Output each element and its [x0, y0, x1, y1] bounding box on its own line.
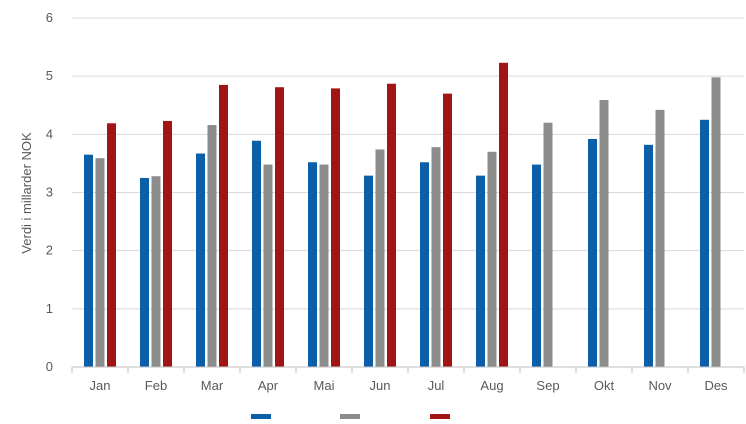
axes: 0 1 2 3 4 5 6 Jan Feb Mar Apr Mai Jun Jul Aug Sep Okt Nov… [46, 10, 745, 393]
legend-swatch-series-2 [340, 414, 360, 420]
bar-jun-series-2 [375, 149, 385, 367]
bar-jun-series-1 [364, 175, 373, 367]
bar-mai-series-3 [331, 88, 340, 368]
bar-aug-series-3 [499, 62, 508, 368]
bar-feb-series-1 [140, 177, 149, 367]
y-tick-label: 0 [46, 359, 53, 374]
x-tick-label: Apr [258, 378, 279, 393]
y-tick-label: 1 [46, 301, 53, 316]
x-tick-label: Jun [370, 378, 391, 393]
gridlines [72, 17, 744, 310]
legend-swatch-series-1 [251, 414, 271, 420]
bar-mar-series-1 [196, 153, 205, 367]
y-tick-label: 3 [46, 185, 53, 200]
x-tick-label: Sep [536, 378, 559, 393]
bar-jul-series-3 [443, 93, 452, 367]
y-axis-title: Verdi i millarder NOK [19, 132, 34, 254]
x-tick-label: Jan [90, 378, 111, 393]
bar-jan-series-1 [84, 154, 93, 367]
y-tick-label: 2 [46, 243, 53, 258]
x-tick-label: Mar [201, 378, 224, 393]
bar-mar-series-3 [219, 84, 228, 368]
y-tick-label: 4 [46, 126, 53, 141]
x-tick-label: Jul [428, 378, 445, 393]
bar-des-series-1 [700, 119, 709, 368]
bar-jan-series-2 [95, 158, 105, 367]
bar-nov-series-1 [644, 144, 653, 367]
bar-okt-series-1 [588, 138, 597, 367]
bar-mar-series-2 [207, 125, 217, 367]
x-tick-label: Des [704, 378, 728, 393]
bar-aug-series-1 [476, 175, 485, 367]
x-tick-label: Okt [594, 378, 615, 393]
y-tick-label: 6 [46, 10, 53, 25]
bars [84, 62, 721, 368]
bar-okt-series-2 [599, 100, 609, 367]
x-tick-label: Aug [480, 378, 503, 393]
bar-apr-series-2 [263, 164, 273, 367]
bar-jul-series-2 [431, 147, 441, 367]
bar-aug-series-2 [487, 151, 497, 367]
bar-nov-series-2 [655, 109, 665, 368]
x-tick-label: Mai [314, 378, 335, 393]
bar-mai-series-1 [308, 162, 317, 367]
legend-swatch-series-3 [430, 414, 450, 420]
bar-jul-series-1 [420, 162, 429, 367]
bar-jun-series-3 [387, 83, 396, 367]
bar-sep-series-2 [543, 122, 553, 367]
bar-feb-series-2 [151, 176, 161, 367]
y-tick-label: 5 [46, 68, 53, 83]
bar-feb-series-3 [163, 120, 172, 367]
bar-apr-series-1 [252, 140, 261, 367]
x-tick-label: Feb [145, 378, 167, 393]
legend [251, 414, 450, 420]
bar-jan-series-3 [107, 123, 116, 367]
bar-mai-series-2 [319, 164, 329, 367]
bar-des-series-2 [711, 77, 721, 367]
x-tick-label: Nov [648, 378, 672, 393]
bar-apr-series-3 [275, 87, 284, 368]
bar-sep-series-1 [532, 164, 541, 367]
